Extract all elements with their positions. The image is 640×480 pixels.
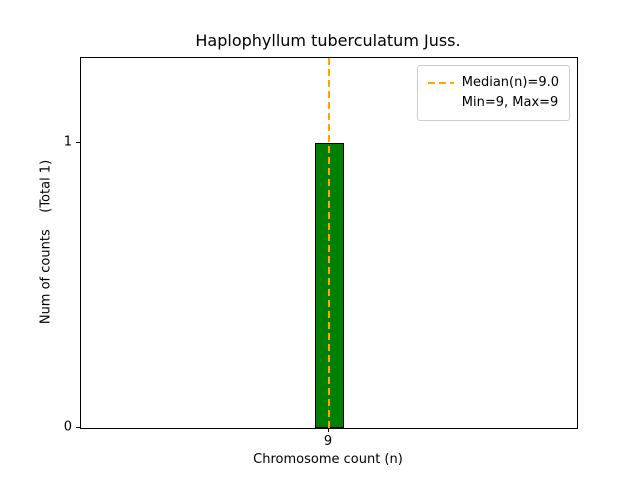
x-tick-label-9: 9 (323, 434, 333, 449)
legend-label-minmax: Min=9, Max=9 (461, 95, 559, 110)
legend-row-minmax: Min=9, Max=9 (428, 93, 559, 113)
plot-area: Median(n)=9.0 Min=9, Max=9 (80, 57, 578, 429)
y-tick-mark-1 (76, 141, 80, 143)
x-tick-mark-9 (328, 428, 329, 432)
empty-handle-icon (428, 102, 454, 104)
chart-title: Haplophyllum tuberculatum Juss. (195, 31, 461, 50)
median-line (328, 58, 330, 428)
y-tick-label-1: 1 (63, 134, 72, 150)
median-line-icon (427, 82, 454, 84)
y-tick-label-0: 0 (63, 419, 72, 435)
y-axis-label: Num of counts (Total 1) (38, 159, 54, 325)
x-axis-label: Chromosome count (n) (253, 452, 403, 467)
legend-label-median: Median(n)=9.0 (461, 75, 559, 90)
y-tick-mark-0 (76, 426, 80, 428)
legend-row-median: Median(n)=9.0 (427, 73, 559, 93)
legend: Median(n)=9.0 Min=9, Max=9 (416, 65, 570, 121)
